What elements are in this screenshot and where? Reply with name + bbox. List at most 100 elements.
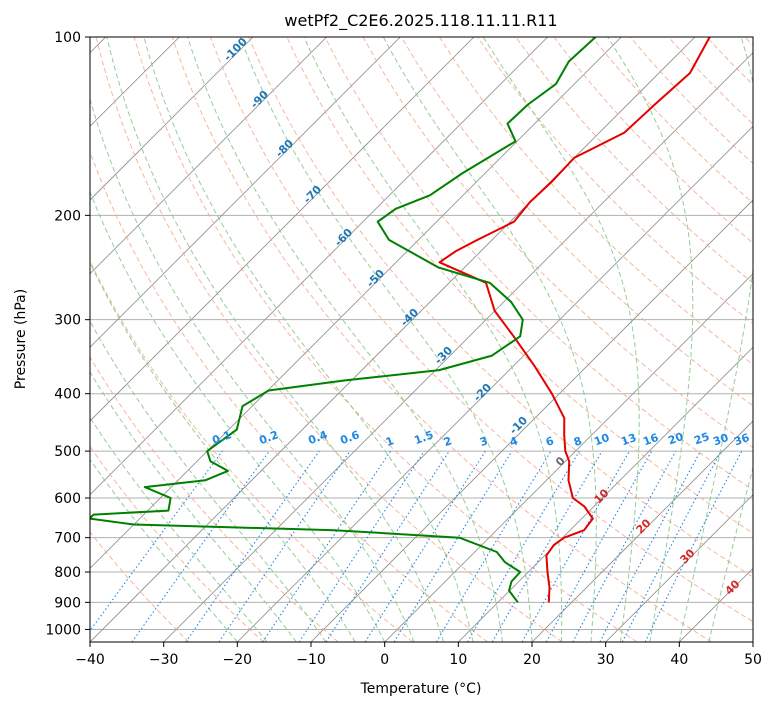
x-tick-label: 10 [449,652,467,668]
mixing-ratio-line [325,450,450,642]
mixing-ratio-label: 0.2 [257,428,280,447]
y-axis-label: Pressure (hPa) [13,289,29,389]
grid-lines [90,37,753,642]
isotherm-line [90,37,254,201]
isotherm-line [90,37,622,569]
dry-adiabat-line [438,37,753,366]
moist-adiabat-line [143,37,474,642]
dry-adiabat-line [90,259,414,642]
y-tick-label: 200 [54,208,81,224]
mixing-ratio-label: 0.4 [306,428,329,447]
mixing-ratio-label: 25 [692,430,711,447]
isotherm-line [752,641,753,642]
moist-adiabat-line [90,320,327,642]
isotherm-line [90,37,475,422]
y-tick-label: 900 [54,595,81,611]
dry-adiabat-line [515,37,753,284]
adiabat-lines [90,37,753,642]
mixing-ratio-line [262,450,392,642]
isotherm-line [458,346,753,642]
dry-adiabat-line [90,445,264,642]
dry-adiabat-label: 10 [592,486,612,506]
moist-adiabat-line [239,37,533,642]
dry-adiabat-line [210,37,753,623]
moist-adiabat-label: 0 [553,454,568,469]
mixing-ratio-label: 20 [666,430,685,448]
y-tick-label: 700 [54,531,81,547]
x-tick-label: −40 [75,652,105,668]
mixing-ratio-line [218,450,351,642]
mixing-ratio-line [599,450,701,642]
isotherm-line [163,52,753,642]
mixing-ratio-line [545,450,653,642]
dewpoint-profile [90,37,597,603]
mixing-ratio-line [572,450,677,642]
dry-adiabat-line [248,37,753,578]
moist-adiabat-line [678,37,753,642]
dry-adiabat-line [706,37,753,86]
line-annotations: -100-90-80-70-60-50-40-30-20-1000.1 0.2 0.… [210,35,751,598]
mixing-ratio-label: 1.5 [412,428,435,447]
isotherm-line [90,37,548,496]
dry-adiabat-line [90,356,339,642]
moist-adiabat-line [303,37,563,642]
isotherm-line [531,420,753,642]
dry-adiabat-line [400,37,753,407]
isotherm-line [90,37,696,642]
mixing-ratio-label: 0.1 [210,428,233,447]
y-tick-label: 1000 [45,622,81,638]
isotherm-line [605,494,753,642]
moist-adiabat-line [90,458,238,642]
axis-ticks: −40 −30 −20 −10 0 10 20 30 40 5010009008007006005… [45,30,762,668]
moist-adiabat-line [90,261,356,642]
plot-frame [89,36,754,643]
isotherm-line [237,125,753,642]
y-tick-label: 300 [54,313,81,329]
mixing-ratio-label: 1 [384,434,396,449]
dry-adiabat-line [171,37,712,642]
isotherm-line [384,273,753,642]
dry-adiabat-line [90,150,488,642]
mixing-ratio-line [298,450,425,642]
moist-adiabat-line [708,466,753,642]
y-tick-label: 600 [54,491,81,507]
mixing-ratio-line [393,450,513,642]
x-tick-label: 20 [523,652,541,668]
mixing-ratio-label: 36 [732,431,751,449]
moist-adiabat-line [482,37,640,642]
mixing-ratio-label: 6 [544,434,556,449]
mixing-ratio-label: 8 [572,434,584,449]
moist-adiabat-line [382,37,597,642]
dry-adiabat-line [362,37,753,449]
x-axis-label: Temperature (°C) [360,681,482,697]
moist-adiabat-line [187,37,503,642]
dry-adiabat-line [95,37,563,642]
isotherm-line [90,37,401,348]
moist-adiabat-label: -10 [507,414,530,437]
dry-adiabat-label: 20 [634,516,654,536]
mixing-ratio-line [644,450,743,642]
x-tick-label: −10 [296,652,326,668]
y-tick-label: 100 [54,30,81,46]
x-tick-label: 30 [597,652,615,668]
chart-title: wetPf2_C2E6.2025.118.11.11.R11 [284,11,557,31]
mixing-ratio-label: 2 [442,434,454,449]
dry-adiabat-label: 30 [678,546,698,566]
profile-lines [90,37,711,603]
y-tick-label: 800 [54,565,81,581]
moist-adiabat-line [106,37,445,642]
mixing-ratio-label: 30 [711,431,730,449]
y-tick-label: 400 [54,387,81,403]
mixing-ratio-label: 10 [592,431,611,449]
moist-adiabat-line [90,97,415,642]
dry-adiabat-line [744,37,753,47]
dry-adiabat-line [133,37,638,642]
x-tick-label: 40 [670,652,688,668]
mixing-ratio-label: 4 [508,434,520,449]
mixing-ratio-line [185,450,320,642]
moist-adiabat-line [90,416,268,642]
moist-adiabat-label: -90 [248,88,271,111]
x-tick-label: 50 [744,652,762,668]
moist-adiabat-label: -100 [221,35,250,64]
x-tick-label: 0 [380,652,389,668]
